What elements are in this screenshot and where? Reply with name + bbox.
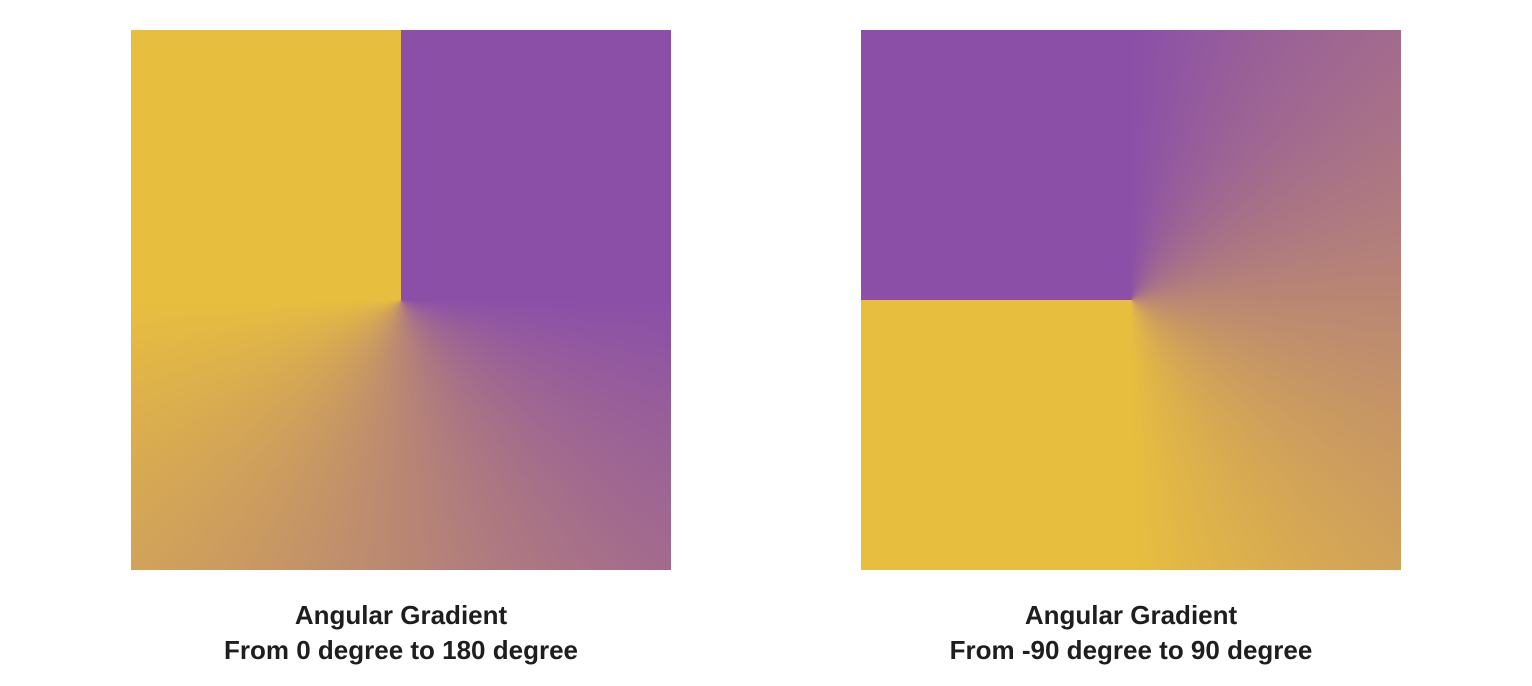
- gradient-demo-container: Angular Gradient From 0 degree to 180 de…: [0, 0, 1532, 668]
- caption-line: Angular Gradient: [1025, 600, 1237, 630]
- gradient-swatch-neg90to90: [861, 30, 1401, 570]
- caption-line: Angular Gradient: [295, 600, 507, 630]
- gradient-swatch-0to180: [131, 30, 671, 570]
- gradient-panel-neg90to90: Angular Gradient From -90 degree to 90 d…: [861, 30, 1401, 668]
- caption-line: From -90 degree to 90 degree: [950, 635, 1313, 665]
- caption-neg90to90: Angular Gradient From -90 degree to 90 d…: [950, 598, 1313, 668]
- caption-line: From 0 degree to 180 degree: [224, 635, 578, 665]
- gradient-panel-0to180: Angular Gradient From 0 degree to 180 de…: [131, 30, 671, 668]
- caption-0to180: Angular Gradient From 0 degree to 180 de…: [224, 598, 578, 668]
